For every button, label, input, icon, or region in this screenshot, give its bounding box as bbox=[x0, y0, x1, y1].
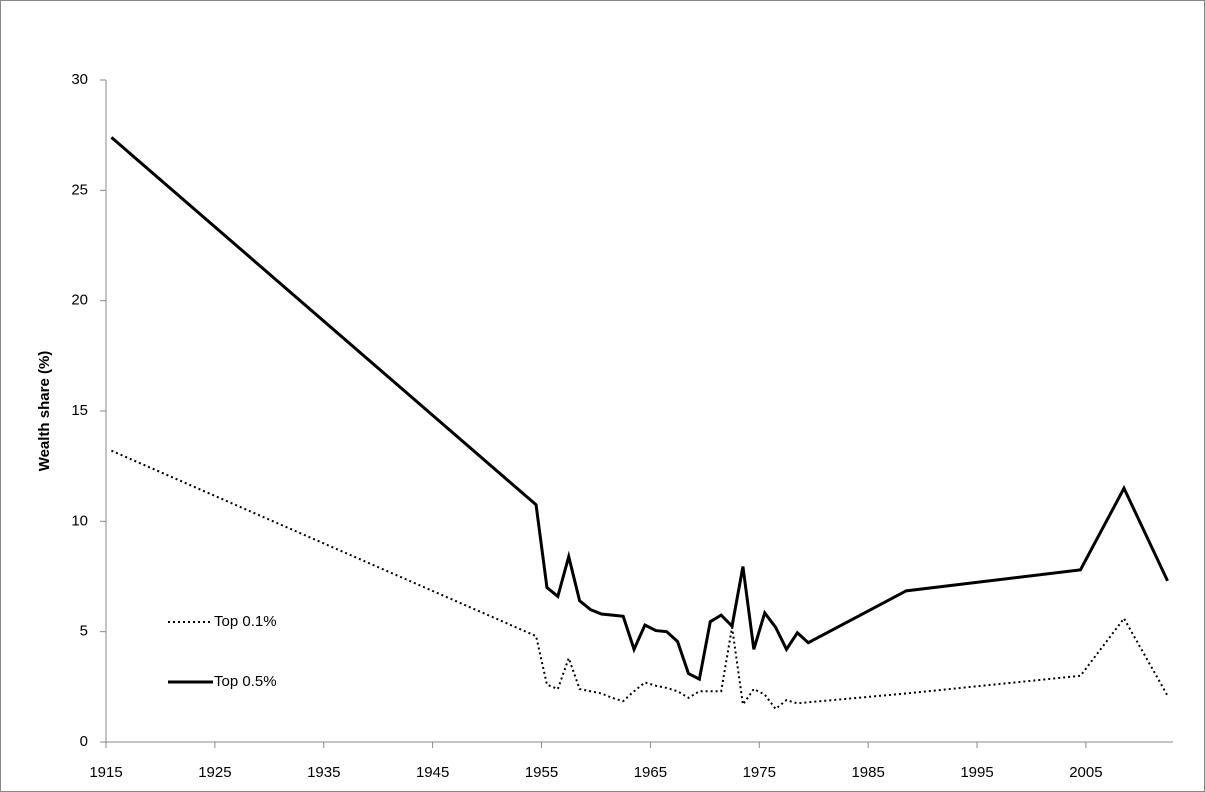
legend-label: Top 0.1% bbox=[214, 613, 277, 630]
y-tick-label: 15 bbox=[71, 402, 88, 419]
y-tick-label: 0 bbox=[80, 733, 88, 750]
x-tick-label: 1925 bbox=[198, 764, 231, 781]
x-tick-label: 1965 bbox=[634, 764, 667, 781]
y-tick-label: 30 bbox=[71, 71, 88, 88]
series-line bbox=[110, 136, 1169, 682]
x-tick-label: 2005 bbox=[1069, 764, 1102, 781]
y-tick-label: 20 bbox=[71, 292, 88, 309]
x-tick-label: 1915 bbox=[89, 764, 122, 781]
x-tick-label: 1945 bbox=[416, 764, 449, 781]
y-tick-label: 10 bbox=[71, 512, 88, 529]
x-tick-label: 1935 bbox=[307, 764, 340, 781]
y-tick-label: 5 bbox=[80, 623, 88, 640]
series-line bbox=[111, 449, 1169, 711]
x-tick-label: 1975 bbox=[743, 764, 776, 781]
y-axis-label: Wealth share (%) bbox=[36, 351, 53, 472]
y-tick-label: 25 bbox=[71, 181, 88, 198]
x-tick-label: 1985 bbox=[851, 764, 884, 781]
x-tick-label: 1995 bbox=[960, 764, 993, 781]
legend-label: Top 0.5% bbox=[214, 673, 277, 690]
x-tick-label: 1955 bbox=[525, 764, 558, 781]
